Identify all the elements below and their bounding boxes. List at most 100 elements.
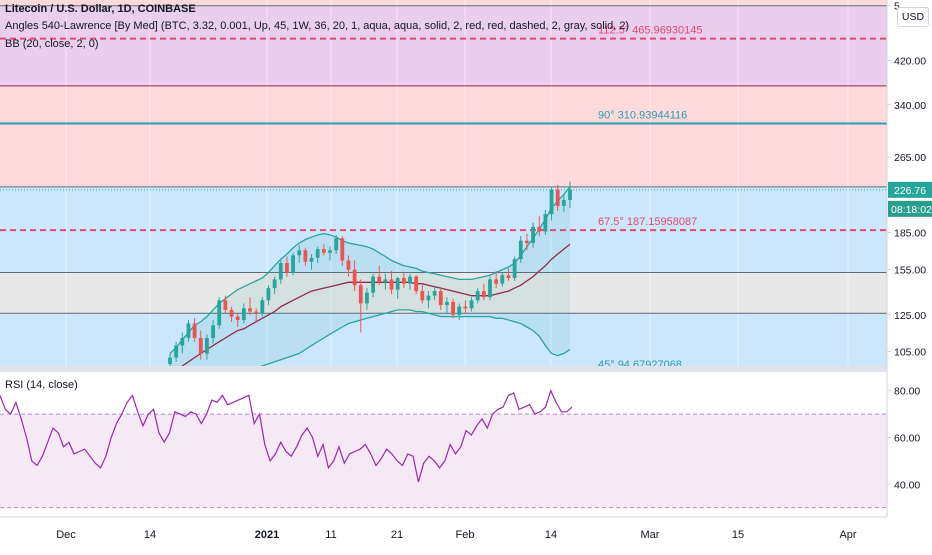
candle-54 (500, 272, 505, 287)
rsi-line (0, 389, 573, 483)
candle-body (420, 291, 425, 301)
candle-body (432, 291, 437, 296)
candle-body (543, 214, 548, 232)
candle-20 (291, 252, 295, 276)
candle-50 (475, 288, 480, 304)
main-pane-background (0, 0, 887, 366)
candle-27 (334, 234, 339, 255)
candle-body (217, 300, 222, 326)
candle-45 (445, 297, 449, 314)
candle-body (561, 200, 566, 206)
candle-12 (241, 303, 246, 324)
candle-36 (389, 271, 394, 295)
candle-3 (186, 320, 191, 342)
candle-43 (432, 286, 437, 301)
candle-body (371, 276, 375, 293)
candle-16 (266, 285, 271, 306)
countdown-value: 08:18:02 (891, 204, 932, 216)
candle-body (211, 325, 215, 338)
candle-46 (451, 298, 455, 319)
candle-body (352, 269, 357, 286)
angle-level-label-0: 112.5° 465.96930145 (598, 25, 703, 37)
candle-body (383, 279, 388, 283)
candle-body (285, 263, 289, 273)
candle-body (555, 189, 560, 206)
candle-5 (198, 330, 203, 360)
time-tick-label-8: 15 (732, 529, 744, 541)
time-tick-label-5: Feb (456, 529, 475, 541)
candle-body (494, 279, 499, 284)
candle-body (297, 250, 302, 256)
candle-body (358, 285, 363, 304)
candle-42 (426, 291, 431, 309)
candle-40 (414, 275, 419, 295)
candle-29 (346, 255, 351, 277)
candle-body (408, 276, 412, 284)
candle-body (198, 337, 203, 354)
last-price-tag (888, 181, 932, 198)
time-tick-label-6: 14 (545, 529, 557, 541)
candle-47 (457, 303, 462, 321)
candle-body (475, 291, 480, 301)
candle-15 (260, 297, 265, 317)
candle-body (278, 263, 283, 280)
symbol-title[interactable]: Litecoin / U.S. Dollar, 1D, COINBASE (5, 3, 196, 15)
candle-1 (174, 341, 179, 362)
rsi-band-fill (0, 414, 887, 508)
candle-body (518, 240, 523, 260)
candle-body (438, 291, 443, 306)
time-tick-label-1: 14 (144, 529, 156, 541)
price-tick-label-3: 265.00 (894, 152, 926, 164)
candles (168, 181, 572, 369)
candle-body (389, 279, 394, 290)
bb-indicator-legend[interactable]: BB (20, close, 2, 0) (5, 38, 99, 50)
rsi-indicator-legend[interactable]: RSI (14, close) (5, 379, 78, 391)
bb-upper-line (169, 186, 571, 354)
countdown-tag (888, 200, 932, 217)
bb-basis-line (169, 243, 571, 376)
candle-62 (549, 186, 554, 221)
candle-10 (229, 306, 234, 322)
candle-body (481, 291, 486, 298)
candle-48 (463, 300, 468, 314)
candle-body (321, 249, 326, 253)
candle-body (192, 323, 197, 338)
rsi-pane (0, 372, 887, 517)
candle-35 (383, 273, 388, 290)
price-tick-label-6: 125.00 (894, 310, 926, 322)
candle-body (531, 226, 535, 244)
candle-33 (371, 273, 375, 298)
candle-body (205, 337, 209, 354)
angles-indicator-legend[interactable]: Angles 540-Lawrence [By Med] (BTC, 3.32,… (5, 20, 630, 32)
candle-59 (531, 222, 535, 248)
candle-body (401, 278, 406, 284)
time-tick-label-2: 2021 (255, 529, 279, 541)
candle-body (500, 275, 505, 284)
candle-body (346, 260, 351, 270)
candle-56 (512, 256, 517, 281)
candle-body (568, 189, 572, 201)
candle-body (414, 276, 419, 292)
candle-11 (235, 313, 240, 328)
candle-65 (568, 181, 572, 208)
candle-17 (272, 276, 277, 295)
price-tick-label-4: 185.00 (894, 228, 926, 240)
currency-button[interactable]: USD (897, 7, 929, 27)
zone-fill-4 (0, 272, 887, 314)
candle-body (426, 295, 431, 301)
candle-32 (365, 288, 369, 310)
candle-58 (525, 233, 529, 251)
angle-zones (0, 5, 887, 314)
price-tick-label-7: 105.00 (894, 347, 926, 359)
candle-0 (168, 353, 172, 369)
candle-24 (315, 246, 320, 264)
candle-body (463, 306, 468, 309)
candle-body (457, 306, 462, 315)
candle-body (174, 345, 179, 358)
candle-18 (278, 260, 283, 284)
zone-fill-2 (0, 85, 887, 187)
candle-51 (481, 283, 486, 301)
